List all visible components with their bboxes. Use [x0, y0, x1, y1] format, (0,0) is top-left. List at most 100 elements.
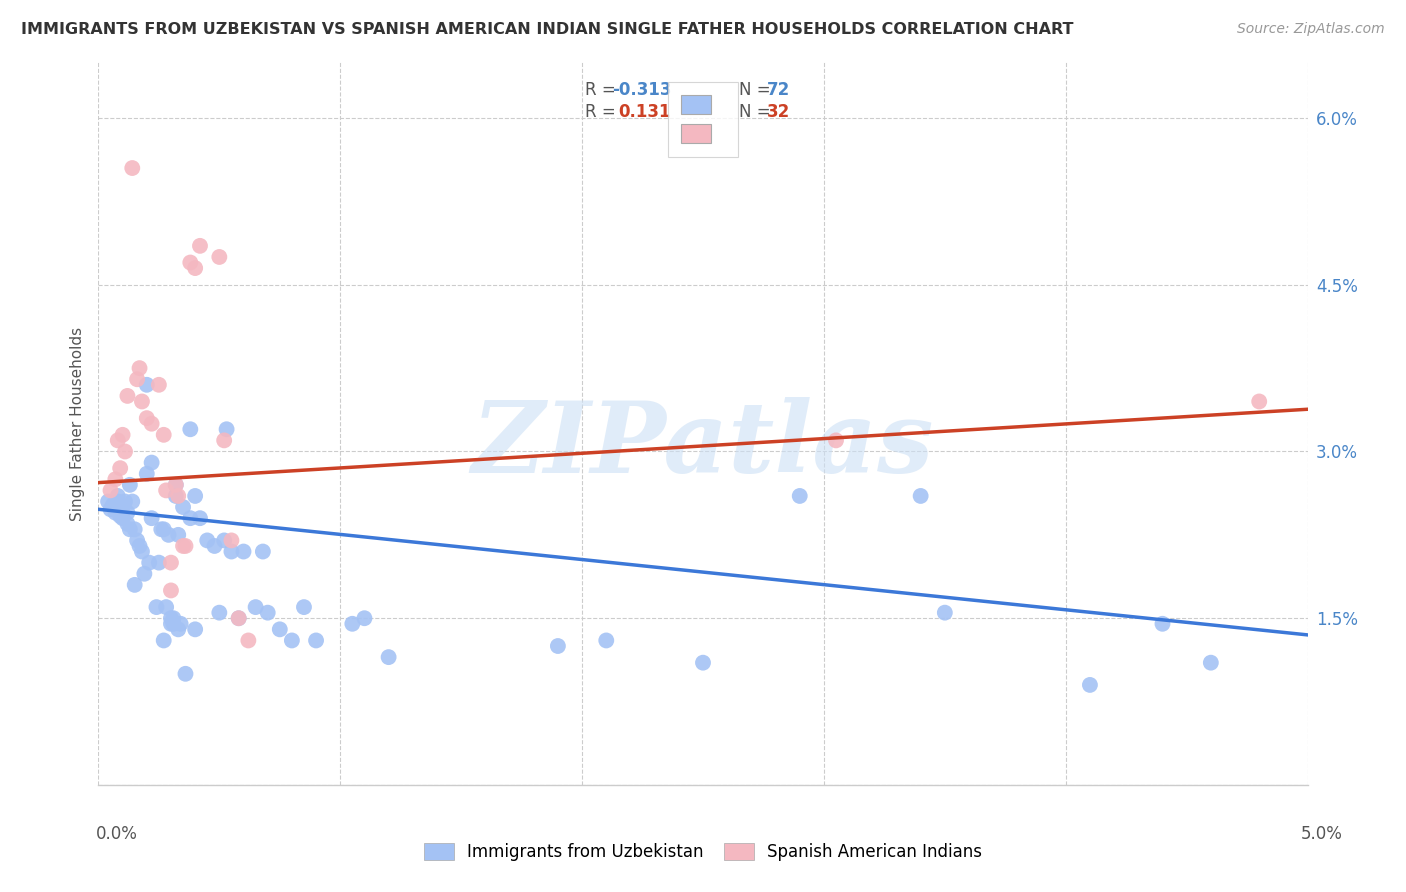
Point — [1199, 656, 1222, 670]
Point — [172, 539, 194, 553]
Point — [179, 511, 201, 525]
Point — [184, 489, 207, 503]
Y-axis label: Single Father Households: Single Father Households — [70, 326, 86, 521]
Point — [167, 489, 190, 503]
Point — [547, 639, 569, 653]
Text: 0.131: 0.131 — [619, 103, 671, 120]
Point — [104, 506, 127, 520]
Point — [245, 600, 267, 615]
Point — [152, 427, 174, 442]
Point — [934, 606, 956, 620]
Point — [135, 411, 157, 425]
Point — [595, 633, 617, 648]
Point — [221, 533, 243, 548]
Point — [107, 494, 129, 508]
Point — [212, 434, 235, 448]
Point — [108, 461, 131, 475]
Point — [167, 623, 190, 637]
Text: Source: ZipAtlas.com: Source: ZipAtlas.com — [1237, 22, 1385, 37]
Point — [108, 508, 131, 523]
Point — [124, 578, 146, 592]
Point — [157, 528, 180, 542]
Text: IMMIGRANTS FROM UZBEKISTAN VS SPANISH AMERICAN INDIAN SINGLE FATHER HOUSEHOLDS C: IMMIGRANTS FROM UZBEKISTAN VS SPANISH AM… — [21, 22, 1074, 37]
Text: 72: 72 — [768, 81, 790, 99]
Point — [114, 494, 136, 508]
Point — [281, 633, 304, 648]
Point — [208, 606, 231, 620]
Point — [107, 434, 129, 448]
Point — [238, 633, 260, 648]
Point — [128, 361, 150, 376]
Point — [124, 522, 146, 536]
Point — [101, 498, 124, 512]
Point — [342, 616, 364, 631]
Point — [215, 422, 238, 436]
Point — [145, 600, 167, 615]
Text: R =: R = — [585, 103, 620, 120]
Point — [134, 566, 156, 581]
Point — [269, 623, 291, 637]
Point — [165, 489, 187, 503]
Point — [148, 377, 170, 392]
Point — [825, 434, 848, 448]
Point — [174, 539, 197, 553]
Point — [155, 600, 177, 615]
Point — [160, 611, 183, 625]
Point — [117, 516, 139, 531]
Point — [252, 544, 274, 558]
Point — [155, 483, 177, 498]
Point — [118, 478, 141, 492]
Point — [179, 422, 201, 436]
Point — [162, 616, 184, 631]
Point — [111, 427, 134, 442]
Point — [141, 511, 163, 525]
Point — [195, 533, 218, 548]
Legend: Immigrants from Uzbekistan, Spanish American Indians: Immigrants from Uzbekistan, Spanish Amer… — [418, 836, 988, 868]
Point — [165, 478, 187, 492]
Point — [256, 606, 278, 620]
Point — [1249, 394, 1271, 409]
Point — [128, 539, 150, 553]
Point — [100, 483, 122, 498]
Point — [135, 467, 157, 481]
Point — [162, 611, 184, 625]
Point — [212, 533, 235, 548]
Point — [121, 494, 143, 508]
Point — [204, 539, 226, 553]
Point — [292, 600, 315, 615]
Point — [100, 502, 122, 516]
Point — [111, 500, 134, 514]
Legend: , : , — [668, 81, 738, 157]
Point — [108, 500, 131, 514]
Point — [167, 528, 190, 542]
Point — [353, 611, 375, 625]
Point — [910, 489, 932, 503]
Point — [114, 444, 136, 458]
Point — [179, 255, 201, 269]
Text: ZIPatlas: ZIPatlas — [472, 397, 934, 493]
Point — [127, 372, 149, 386]
Point — [152, 633, 174, 648]
Point — [127, 533, 149, 548]
Point — [174, 666, 197, 681]
Point — [1078, 678, 1101, 692]
Point — [160, 583, 183, 598]
Point — [184, 623, 207, 637]
Point — [141, 456, 163, 470]
Point — [148, 556, 170, 570]
Point — [160, 616, 183, 631]
Point — [118, 522, 141, 536]
Point — [150, 522, 173, 536]
Point — [377, 650, 399, 665]
Point — [228, 611, 250, 625]
Point — [188, 239, 211, 253]
Text: 0.0%: 0.0% — [96, 825, 138, 843]
Point — [107, 489, 129, 503]
Point — [172, 500, 194, 514]
Point — [152, 522, 174, 536]
Point — [305, 633, 328, 648]
Point — [117, 506, 139, 520]
Text: 5.0%: 5.0% — [1301, 825, 1343, 843]
Point — [184, 261, 207, 276]
Point — [131, 394, 153, 409]
